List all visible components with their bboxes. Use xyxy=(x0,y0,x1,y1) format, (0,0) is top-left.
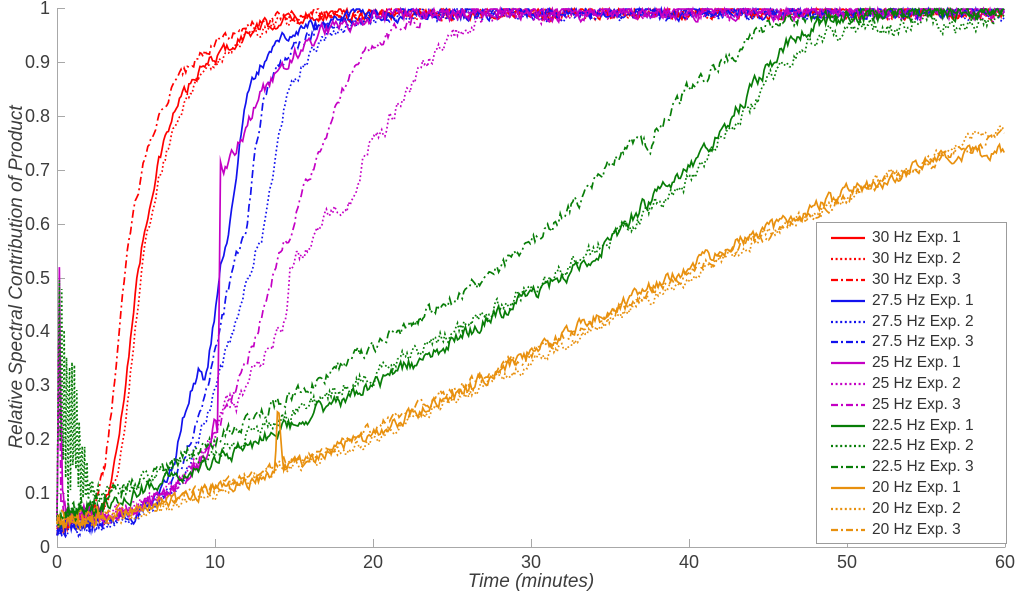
legend-item: 30 Hz Exp. 3 xyxy=(830,270,1006,291)
legend-label: 20 Hz Exp. 2 xyxy=(872,499,961,517)
x-tick-label: 10 xyxy=(204,552,226,572)
legend-item: 27.5 Hz Exp. 3 xyxy=(830,332,1006,353)
legend-item: 22.5 Hz Exp. 2 xyxy=(830,436,1006,457)
legend-item: 25 Hz Exp. 3 xyxy=(830,394,1006,415)
legend-item: 27.5 Hz Exp. 1 xyxy=(830,290,1006,311)
y-tick-label: 0.6 xyxy=(24,213,50,234)
legend-line-sample xyxy=(831,237,865,240)
legend-item: 20 Hz Exp. 1 xyxy=(830,478,1006,499)
y-tick-label: 0.1 xyxy=(24,483,50,504)
x-axis-label: Time (minutes) xyxy=(467,571,595,592)
y-tick-label: 0.3 xyxy=(24,375,50,396)
x-tick-label: 50 xyxy=(836,552,858,572)
legend-label: 27.5 Hz Exp. 1 xyxy=(872,291,974,309)
legend-label: 30 Hz Exp. 3 xyxy=(872,270,961,288)
legend-line-sample xyxy=(831,403,865,406)
legend-item: 25 Hz Exp. 1 xyxy=(830,353,1006,374)
y-tick-label: 0.4 xyxy=(24,321,50,342)
legend-label: 22.5 Hz Exp. 3 xyxy=(872,458,974,476)
legend-label: 20 Hz Exp. 1 xyxy=(872,478,961,496)
legend-line-sample xyxy=(831,299,865,302)
legend-label: 22.5 Hz Exp. 1 xyxy=(872,416,974,434)
x-tick-label: 40 xyxy=(678,552,700,572)
legend-line-sample xyxy=(831,362,865,365)
legend-item: 25 Hz Exp. 2 xyxy=(830,374,1006,395)
legend-line-sample xyxy=(831,278,865,282)
x-tick-label: 20 xyxy=(362,552,384,572)
x-tick-label: 60 xyxy=(994,552,1016,572)
legend-label: 30 Hz Exp. 1 xyxy=(872,229,961,247)
legend-label: 27.5 Hz Exp. 3 xyxy=(872,333,974,351)
y-tick-label: 0.5 xyxy=(24,267,50,288)
y-tick-label: 1 xyxy=(39,0,50,18)
legend-line-sample xyxy=(831,507,865,510)
y-tick-label: 0.2 xyxy=(24,429,50,450)
legend-item: 30 Hz Exp. 2 xyxy=(830,249,1006,270)
x-tick-label: 30 xyxy=(520,552,542,572)
legend-line-sample xyxy=(831,486,865,490)
y-tick-label: 0.8 xyxy=(24,105,50,126)
legend-line-sample xyxy=(831,341,865,344)
legend-label: 25 Hz Exp. 2 xyxy=(872,374,961,392)
legend-line-sample xyxy=(831,320,865,323)
legend-line-sample xyxy=(831,424,865,427)
y-tick-label: 0.7 xyxy=(24,159,50,180)
legend-item: 20 Hz Exp. 2 xyxy=(830,498,1006,519)
legend-item: 22.5 Hz Exp. 1 xyxy=(830,415,1006,436)
legend-line-sample xyxy=(831,528,865,531)
legend-item: 30 Hz Exp. 1 xyxy=(830,228,1006,249)
legend-item: 27.5 Hz Exp. 2 xyxy=(830,311,1006,332)
legend-item: 22.5 Hz Exp. 3 xyxy=(830,457,1006,478)
x-tick-label: 0 xyxy=(51,552,62,572)
legend-label: 25 Hz Exp. 3 xyxy=(872,395,961,413)
legend-label: 25 Hz Exp. 1 xyxy=(872,354,961,372)
y-tick-label: 0 xyxy=(39,537,50,557)
legend-line-sample xyxy=(831,445,865,448)
legend-line-sample xyxy=(831,382,865,386)
y-tick-label: 0.9 xyxy=(24,51,50,72)
legend-label: 30 Hz Exp. 2 xyxy=(872,250,961,268)
legend-line-sample xyxy=(831,258,865,261)
legend-line-sample xyxy=(831,466,865,469)
legend-label: 22.5 Hz Exp. 2 xyxy=(872,437,974,455)
legend-label: 20 Hz Exp. 3 xyxy=(872,520,961,538)
legend-label: 27.5 Hz Exp. 2 xyxy=(872,312,974,330)
legend-item: 20 Hz Exp. 3 xyxy=(830,519,1006,540)
legend-box: 30 Hz Exp. 1 30 Hz Exp. 2 30 Hz Exp. 3 27.5… xyxy=(816,222,1007,544)
